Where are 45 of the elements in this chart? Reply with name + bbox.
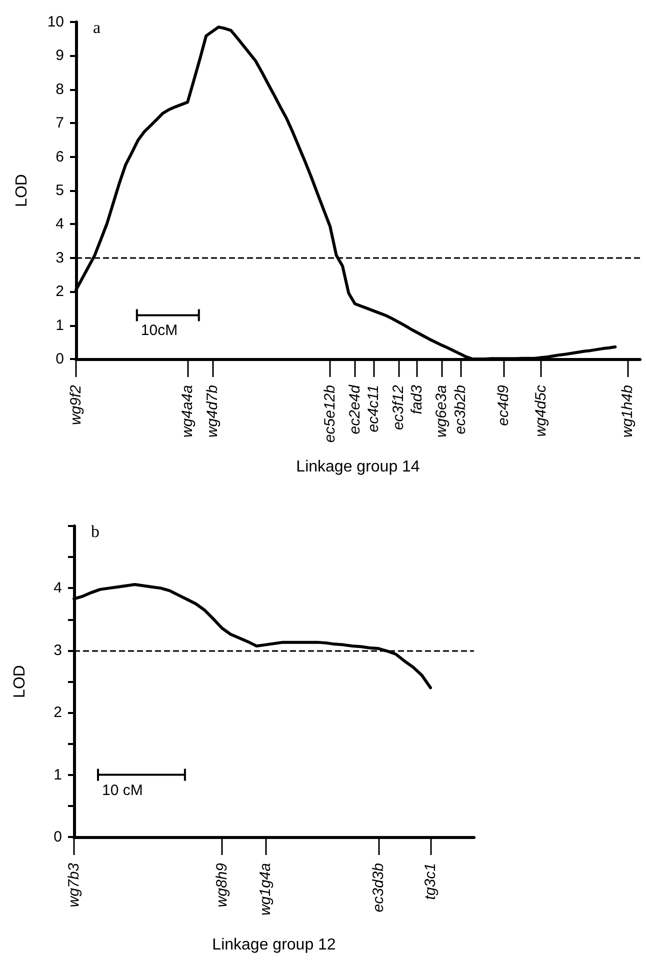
x-tick-label: wg4d7b: [204, 385, 221, 438]
scale-bar: 10cM LOD Linkage group 14 0 1 2 3 4 5 6 7 8 9 10 wg9f2 wg4a4a wg4d7b ec5e12b ec2e4d ec4c11 ec3f12 fad3 wg6e3a ec3b2b ec4d9 wg4d5c wg1h4b a: [14, 14, 642, 476]
x-tick-label: ec3d3b: [370, 863, 387, 912]
y-tick-label: 3: [56, 249, 64, 266]
x-tick-label: ec3f12: [390, 384, 407, 430]
y-axis-title: LOD: [12, 665, 28, 698]
y-tick-label: 10: [47, 14, 64, 30]
y-tick-label: 2: [56, 283, 64, 300]
y-tick-label: 5: [56, 182, 64, 199]
x-tick-label: wg7b3: [66, 862, 82, 908]
y-tick-label: 9: [56, 47, 64, 64]
y-tick-label: 1: [56, 316, 64, 334]
x-tick-label: ec3b2b: [452, 385, 469, 434]
x-tick-label: wg8h9: [213, 862, 230, 908]
y-tick-label: 0: [56, 350, 64, 368]
y-axis-title: LOD: [14, 174, 30, 207]
y-tick-label: 2: [54, 704, 62, 722]
x-tick-label: ec4d9: [495, 384, 512, 426]
x-tick-label: ec4c11: [364, 385, 382, 432]
x-tick-label: fad3: [408, 384, 426, 414]
y-tick-label: 0: [54, 828, 62, 846]
x-tick-label: wg4d5c: [532, 384, 550, 437]
y-tick-label: 8: [56, 80, 64, 98]
y-tick-label: 4: [56, 216, 64, 233]
x-axis-title: Linkage group 12: [212, 936, 336, 954]
x-tick-label: wg6e3a: [433, 385, 450, 438]
chart-title: b: [91, 522, 100, 541]
x-axis-title: Linkage group 14: [296, 458, 420, 476]
x-tick-label: wg1h4b: [619, 385, 636, 438]
y-tick-label: 1: [54, 766, 62, 784]
y-tick-label: 7: [56, 114, 64, 132]
x-tick-label: wg9f2: [68, 384, 84, 426]
y-tick-label: 3: [54, 642, 62, 659]
annotation: 10cM: [140, 322, 178, 340]
x-tick-label: wg1g4a: [256, 863, 274, 916]
y-tick-label: 6: [56, 148, 64, 166]
annotation: 10 cM: [102, 782, 143, 799]
chart-title: a: [93, 18, 101, 37]
x-tick-label: ec5e12b: [322, 385, 339, 443]
x-tick-label: tg3c1: [422, 863, 440, 900]
x-tick-label: ec2e4d: [346, 384, 364, 434]
x-tick-label: wg4a4a: [179, 385, 196, 438]
scale-bar: 10 cM LOD Linkage group 12 0 1 2 3 4 wg7b3 wg8h9 wg1g4a ec3d3b tg3c1 b: [12, 522, 476, 954]
line-series: [72, 582, 432, 690]
y-tick-label: 4: [54, 580, 62, 597]
